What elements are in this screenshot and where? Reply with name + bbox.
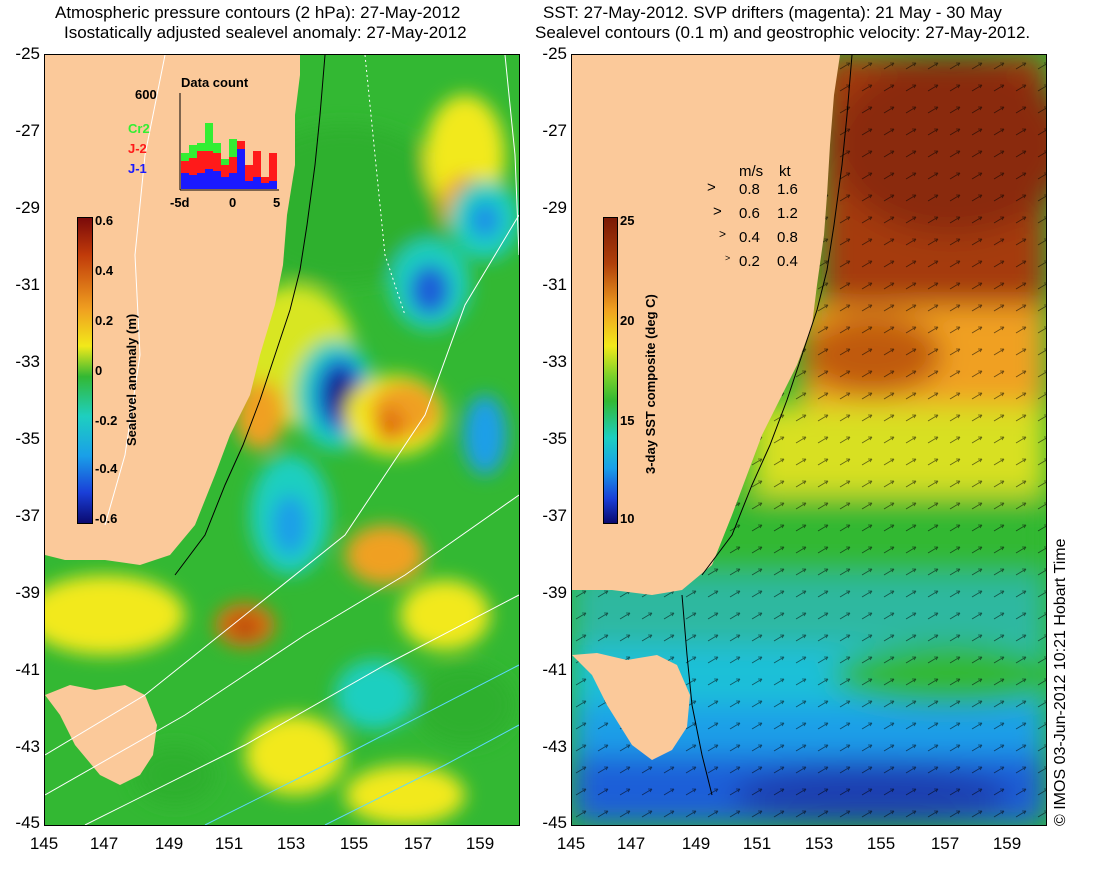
left-lat-label: -33	[15, 352, 40, 371]
sealevel-tick-0.6: 0.6	[95, 213, 114, 228]
velocity-arrow-0.4: >	[719, 227, 727, 241]
sst-tick-15: 15	[620, 413, 635, 428]
right-lat-label: -33	[542, 352, 567, 371]
sealevel-tick-0.2: 0.2	[95, 313, 114, 328]
left-lon-label: 151	[214, 834, 244, 853]
velocity-row-2-ms: 0.4	[739, 229, 760, 246]
right-lon-label: 155	[866, 834, 896, 853]
sealevel-tick-0: 0	[95, 363, 103, 378]
sealevel-tick-0.4: 0.4	[95, 263, 114, 278]
left-lon-label: 159	[465, 834, 495, 853]
sst-colorbar-title: 3-day SST composite (deg C)	[643, 294, 658, 474]
right-lat-label: -27	[542, 121, 567, 140]
right-map-panel: m/s kt > 0.8 1.6 > 0.6 1.2 > 0.4 0.8 > 0…	[571, 54, 1047, 826]
sealevel-colorbar-title: Sealevel anomaly (m)	[124, 313, 139, 446]
velocity-header-kt: kt	[779, 163, 791, 180]
velocity-legend: m/s kt > 0.8 1.6 > 0.6 1.2 > 0.4 0.8 > 0…	[707, 163, 827, 273]
copyright-text: © IMOS 03-Jun-2012 10:21 Hobart Time	[1052, 538, 1069, 826]
velocity-header-ms: m/s	[739, 163, 764, 180]
sealevel-tick-neg0.4: -0.4	[95, 461, 118, 476]
data-count-inset: 600 Data count Cr2 J-2 J-1	[125, 75, 305, 215]
sst-colorbar	[603, 217, 618, 524]
data-count-histogram	[179, 93, 279, 191]
sst-tick-20: 20	[620, 313, 635, 328]
right-title-line2: Sealevel contours (0.1 m) and geostrophi…	[535, 23, 1031, 42]
velocity-arrow-0.2: >	[725, 253, 731, 263]
velocity-row-0-kt: 1.6	[777, 181, 798, 198]
left-lat-label: -45	[15, 813, 40, 832]
right-lat-label: -45	[542, 813, 567, 832]
right-lon-label: 145	[556, 834, 586, 853]
left-lat-label: -31	[15, 275, 40, 294]
right-lat-label: -25	[542, 44, 567, 63]
data-count-tick-5: 5	[273, 195, 281, 210]
right-lon-label: 151	[742, 834, 772, 853]
right-lat-label: -29	[542, 198, 567, 217]
right-lon-label: 159	[992, 834, 1022, 853]
left-lat-label: -35	[15, 429, 40, 448]
left-title-line2: Isostatically adjusted sealevel anomaly:…	[64, 23, 467, 42]
sealevel-tick-neg0.6: -0.6	[95, 511, 118, 526]
velocity-arrow-0.6: >	[713, 203, 722, 220]
left-lon-label: 153	[276, 834, 306, 853]
legend-j2: J-2	[128, 141, 147, 156]
velocity-row-3-kt: 0.4	[777, 253, 798, 270]
left-lon-label: 157	[403, 834, 433, 853]
left-lon-label: 147	[89, 834, 119, 853]
right-lon-label: 157	[930, 834, 960, 853]
velocity-row-2-kt: 0.8	[777, 229, 798, 246]
data-count-tick-0: 0	[229, 195, 237, 210]
left-lat-label: -27	[15, 121, 40, 140]
right-lon-label: 149	[681, 834, 711, 853]
left-lat-label: -41	[15, 660, 40, 679]
data-count-title: Data count	[181, 75, 249, 90]
right-lat-label: -35	[542, 429, 567, 448]
left-lon-label: 155	[339, 834, 369, 853]
sst-tick-10: 10	[620, 511, 635, 526]
legend-j1: J-1	[128, 161, 147, 176]
velocity-row-0-ms: 0.8	[739, 181, 760, 198]
left-title-line1: Atmospheric pressure contours (2 hPa): 2…	[55, 3, 461, 22]
legend-cr2: Cr2	[128, 121, 150, 136]
velocity-row-3-ms: 0.2	[739, 253, 760, 270]
right-title-line1: SST: 27-May-2012. SVP drifters (magenta)…	[543, 3, 1002, 22]
right-lat-label: -41	[542, 660, 567, 679]
right-lon-label: 147	[616, 834, 646, 853]
sst-tick-25: 25	[620, 213, 635, 228]
left-lat-label: -43	[15, 737, 40, 756]
data-count-max-label: 600	[135, 87, 157, 102]
right-lat-label: -37	[542, 506, 567, 525]
sealevel-tick-neg0.2: -0.2	[95, 413, 118, 428]
left-lon-label: 149	[154, 834, 184, 853]
velocity-row-1-kt: 1.2	[777, 205, 798, 222]
left-lat-label: -39	[15, 583, 40, 602]
right-lat-label: -43	[542, 737, 567, 756]
left-lat-label: -37	[15, 506, 40, 525]
right-lat-label: -31	[542, 275, 567, 294]
left-lon-label: 145	[29, 834, 59, 853]
sst-map	[572, 55, 1046, 825]
right-lon-label: 153	[804, 834, 834, 853]
data-count-tick-neg5: -5d	[170, 195, 190, 210]
right-lat-label: -39	[542, 583, 567, 602]
sealevel-colorbar	[77, 217, 93, 524]
left-map-panel: 600 Data count Cr2 J-2 J-1	[44, 54, 520, 826]
left-lat-label: -25	[15, 44, 40, 63]
velocity-row-1-ms: 0.6	[739, 205, 760, 222]
velocity-arrow-0.8: >	[707, 179, 716, 196]
left-lat-label: -29	[15, 198, 40, 217]
